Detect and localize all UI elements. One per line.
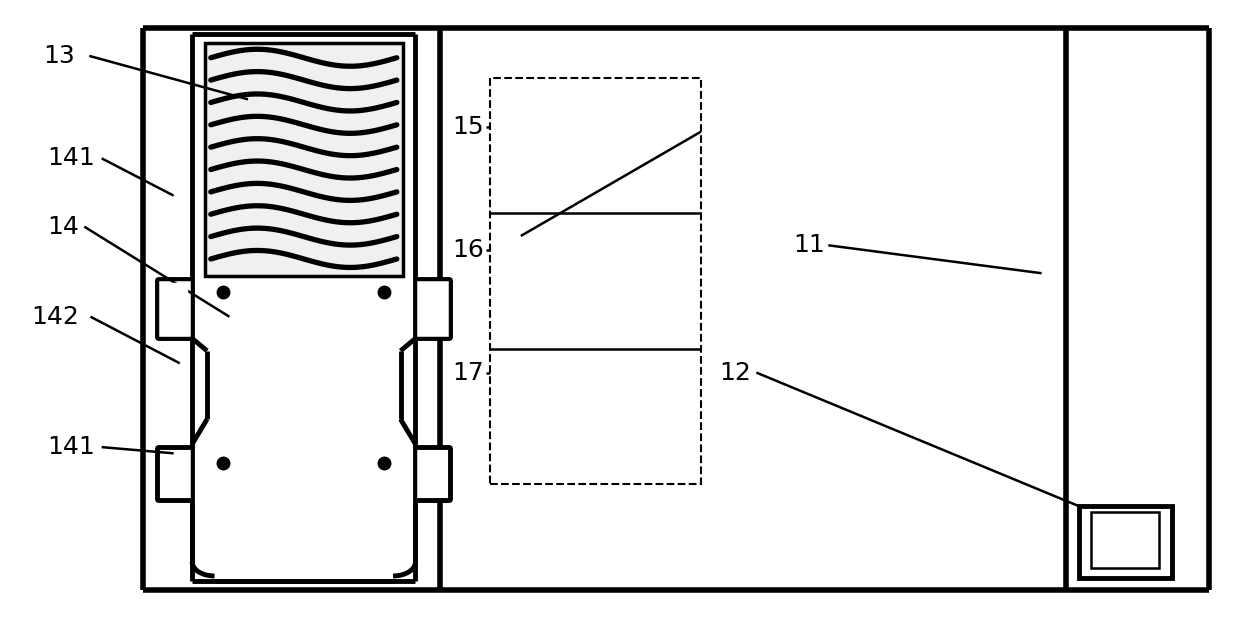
Bar	[415, 447, 450, 500]
Bar	[490, 78, 701, 484]
Text: 16: 16	[453, 238, 485, 261]
Text: 14: 14	[47, 215, 79, 238]
Text: 12: 12	[719, 361, 751, 384]
Bar	[205, 43, 403, 276]
Text: 141: 141	[47, 147, 95, 170]
Bar	[162, 283, 187, 335]
Bar	[1091, 512, 1159, 568]
Text: 141: 141	[47, 435, 95, 459]
Bar	[157, 279, 192, 338]
Bar	[415, 279, 450, 338]
Text: 17: 17	[453, 361, 485, 384]
Text: 13: 13	[43, 44, 76, 68]
Text: 142: 142	[31, 305, 79, 329]
Bar	[157, 447, 192, 500]
Bar	[1079, 506, 1172, 578]
Text: 11: 11	[794, 233, 826, 257]
Text: 15: 15	[453, 116, 485, 139]
